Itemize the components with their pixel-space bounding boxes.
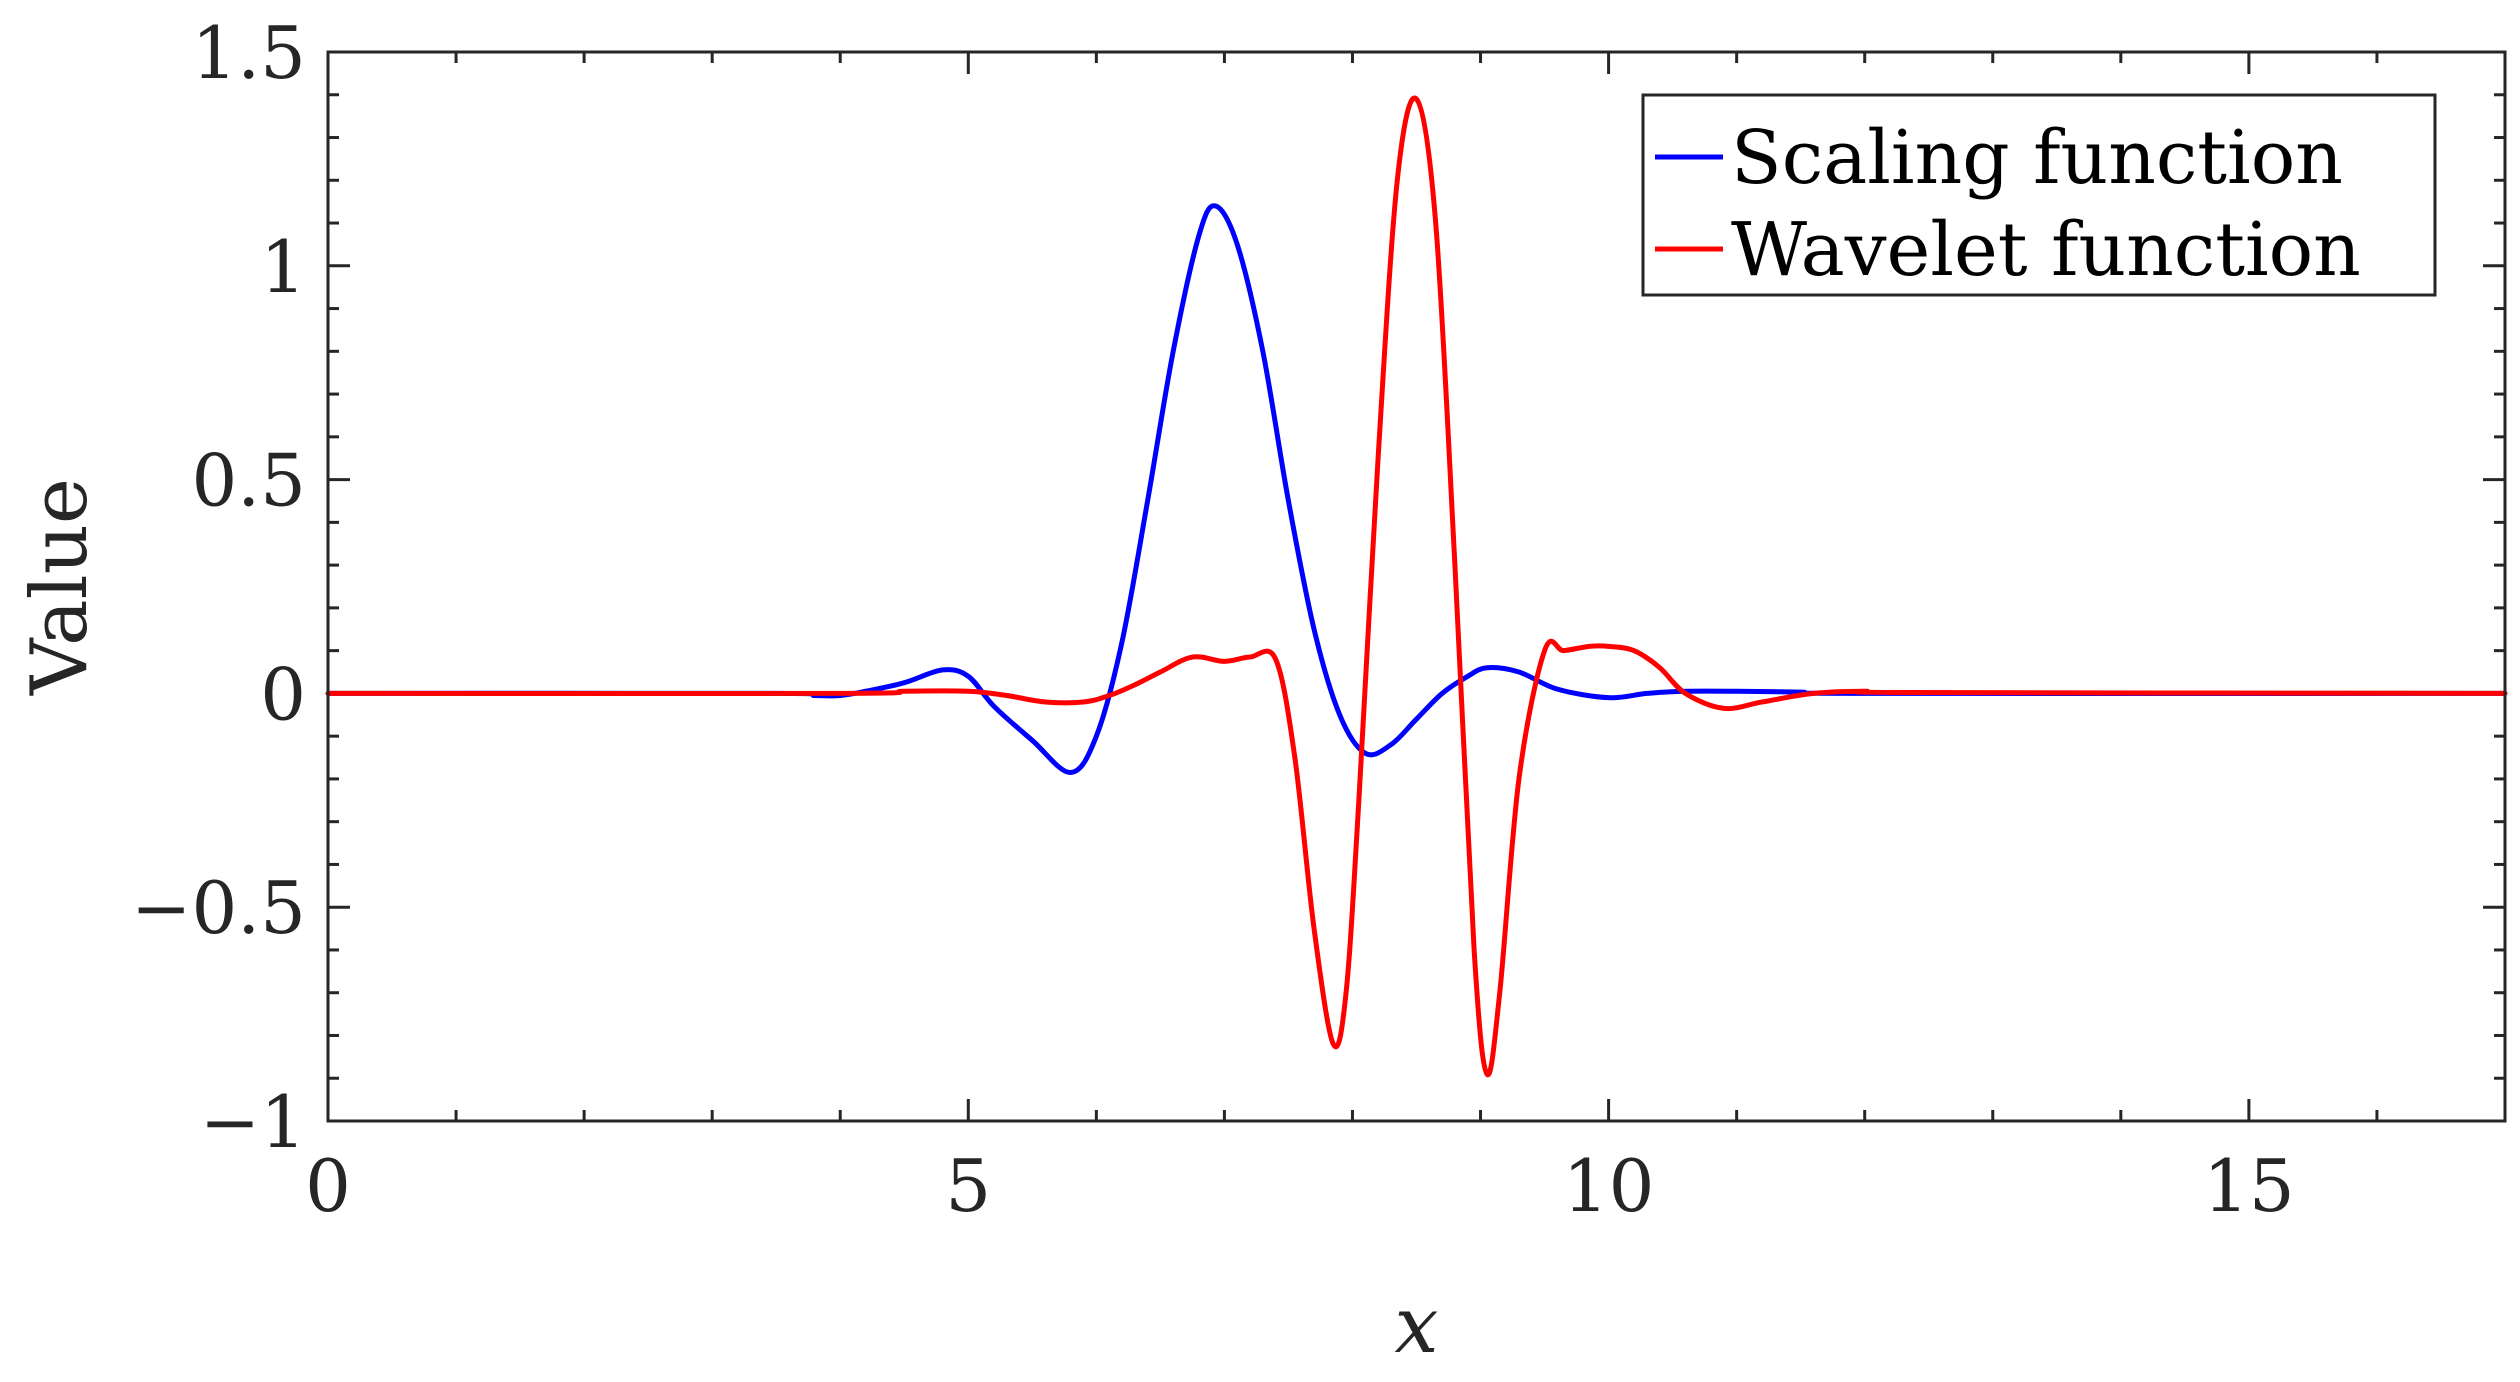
series-lines [325, 95, 2508, 1078]
plot-area-frame [326, 50, 2507, 1123]
y-tick-label: −1 [200, 1080, 306, 1164]
x-tick-label: 0 [305, 1144, 351, 1228]
x-tick-label: 5 [945, 1144, 991, 1228]
series-line-wavelet [325, 95, 2508, 1078]
series-line-scaling [325, 203, 2508, 776]
y-tick-label: −0.5 [131, 866, 306, 950]
y-tick-label: 0 [260, 652, 306, 736]
x-tick-label: 15 [2203, 1144, 2295, 1228]
legend-box [1641, 93, 2437, 297]
x-tick-label: 10 [1563, 1144, 1655, 1228]
y-tick-label: 0.5 [191, 439, 306, 523]
tick-labels: 0 5 10 15 −1 −0.5 0 0.5 1 1.5 [131, 11, 2295, 1228]
x-axis-title: x [1395, 1281, 1439, 1371]
legend-label: Scaling function [1731, 115, 2343, 201]
legend-label: Wavelet function [1731, 207, 2361, 293]
y-tick-label: 1.5 [191, 11, 306, 95]
y-tick-label: 1 [260, 225, 306, 309]
y-axis-title: Value [15, 478, 105, 696]
